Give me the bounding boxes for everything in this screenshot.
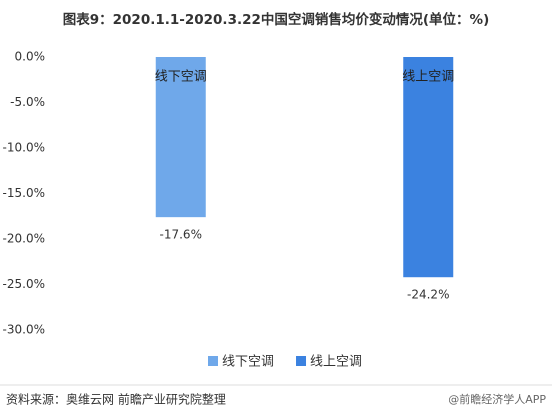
y-tick-label: -15.0% — [3, 186, 45, 200]
watermark: @前瞻经济学人APP — [448, 392, 546, 406]
source: 资料来源：奥维云网 前瞻产业研究院整理 — [6, 392, 226, 407]
value-label: -17.6% — [160, 228, 202, 242]
category-label: 线上空调 — [402, 70, 454, 85]
y-tick-label: -10.0% — [3, 141, 45, 155]
y-tick-label: -20.0% — [3, 232, 45, 246]
legend-label: 线下空调 — [222, 355, 274, 370]
y-tick-label: -25.0% — [3, 277, 45, 291]
chart-title: 图表9：2020.1.1-2020.3.22中国空调销售均价变动情况(单位：%) — [63, 11, 490, 28]
bar — [403, 57, 454, 278]
legend-swatch — [296, 356, 307, 366]
y-tick-label: -5.0% — [10, 95, 45, 109]
legend-label: 线上空调 — [310, 355, 362, 370]
y-tick-label: -30.0% — [3, 323, 45, 337]
legend-swatch — [208, 356, 218, 366]
category-label: 线下空调 — [155, 70, 207, 85]
bar — [155, 57, 206, 218]
y-tick-label: 0.0% — [15, 50, 46, 64]
value-label: -24.2% — [407, 288, 449, 302]
